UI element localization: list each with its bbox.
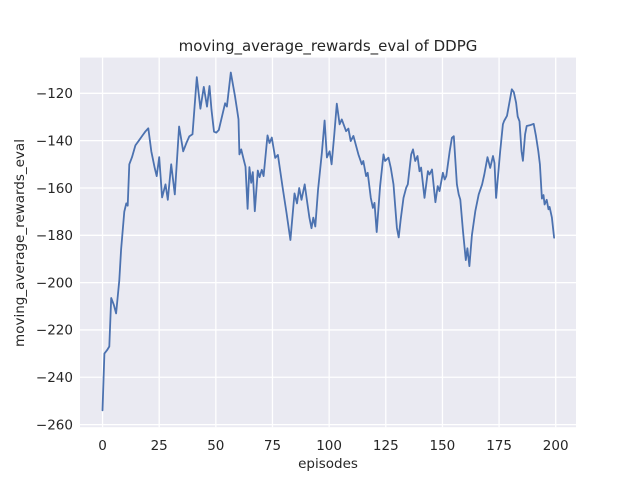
- plot-background: [80, 57, 576, 428]
- x-tick-label: 100: [316, 438, 342, 454]
- x-tick-label: 150: [430, 438, 456, 454]
- y-tick-label: −180: [36, 228, 73, 244]
- y-tick-label: −140: [36, 134, 73, 150]
- y-tick-label: −200: [36, 275, 73, 291]
- x-axis-label: episodes: [298, 456, 358, 472]
- x-tick-label: 25: [151, 438, 168, 454]
- y-axis-label: moving_average_rewards_eval: [12, 139, 28, 347]
- x-tick-label: 200: [543, 438, 569, 454]
- y-tick-label: −160: [36, 181, 73, 197]
- x-tick-label: 75: [264, 438, 281, 454]
- x-tick-label: 125: [373, 438, 399, 454]
- y-tick-label: −260: [36, 417, 73, 433]
- x-tick-label: 50: [207, 438, 224, 454]
- x-tick-label: 0: [98, 438, 107, 454]
- chart-title: moving_average_rewards_eval of DDPG: [178, 37, 478, 55]
- y-tick-label: −120: [36, 86, 73, 102]
- x-tick-label: 175: [486, 438, 512, 454]
- y-tick-label: −240: [36, 370, 73, 386]
- reward-curve: [101, 71, 555, 412]
- y-tick-label: −220: [36, 323, 73, 339]
